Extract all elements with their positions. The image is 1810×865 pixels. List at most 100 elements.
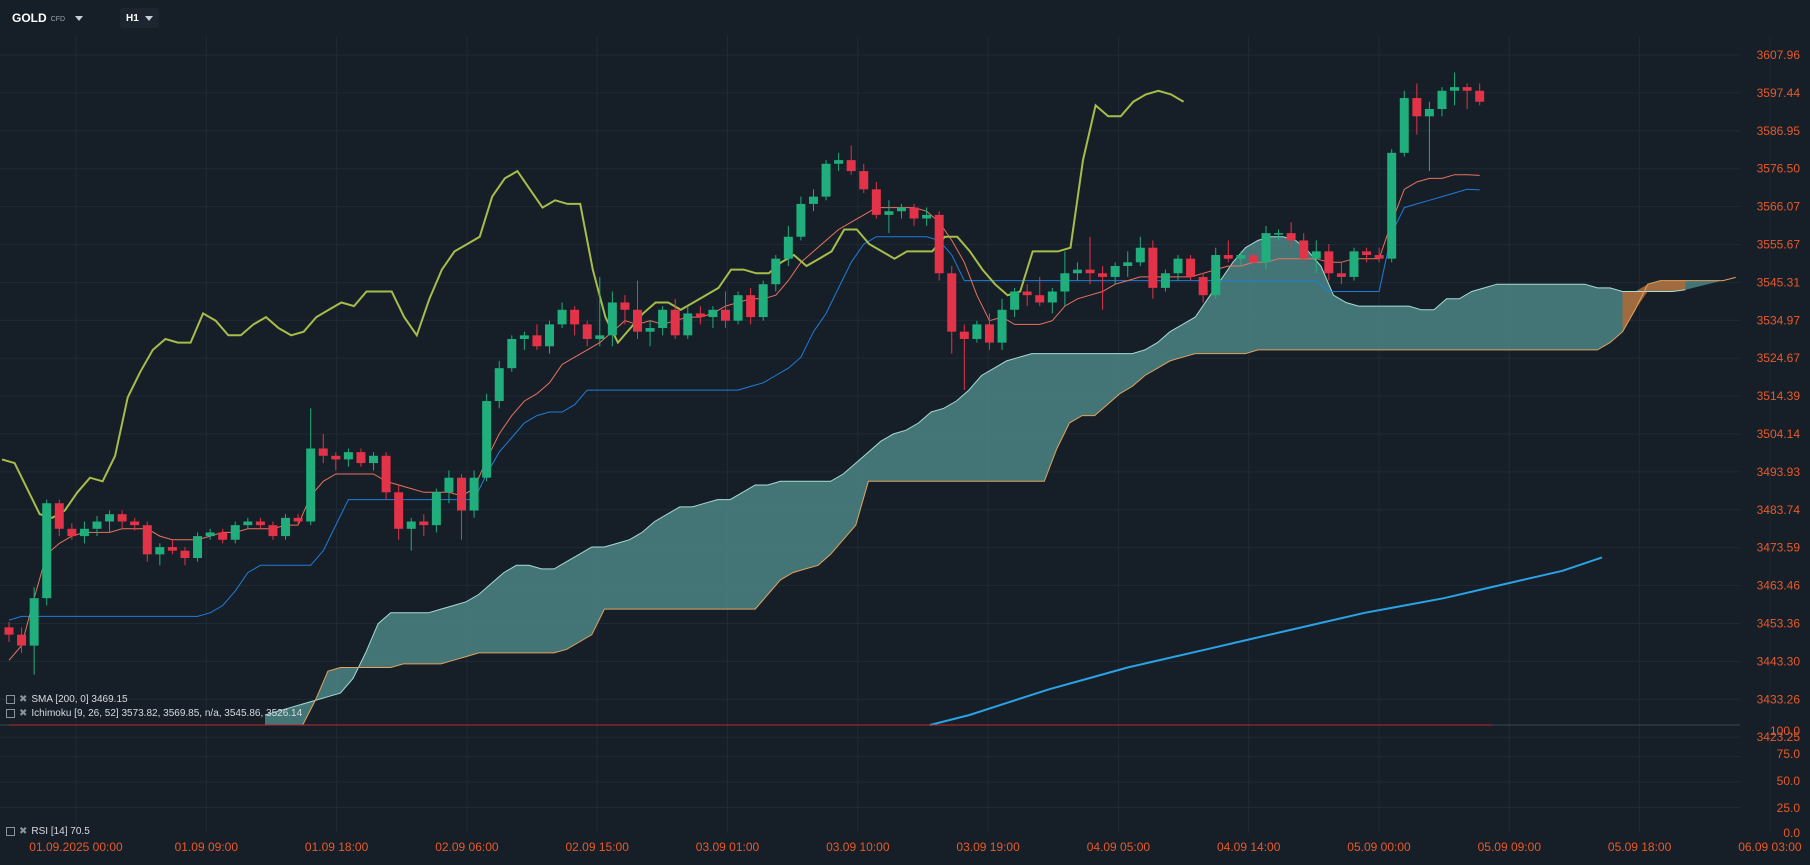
settings-icon[interactable] (6, 695, 15, 704)
series-sma (929, 556, 1603, 726)
candle-body (469, 477, 479, 511)
ichimoku-cloud (264, 236, 1736, 726)
candle-body (871, 189, 881, 215)
candle-body (884, 211, 894, 215)
price-tick-label: 3555.67 (1757, 238, 1801, 252)
candle-body (444, 477, 454, 493)
candle-body (255, 521, 265, 526)
time-tick-label: 06.09 03:00 (1738, 840, 1802, 854)
candle-body (972, 324, 982, 339)
candle-body (896, 207, 906, 212)
candle-body (947, 273, 957, 332)
series-span-a (264, 236, 1686, 716)
price-tick-label: 3433.26 (1757, 692, 1801, 706)
candle-body (1450, 87, 1460, 91)
price-tick-label: 3504.14 (1757, 427, 1801, 441)
candle-body (1198, 276, 1208, 296)
candle-body (67, 528, 77, 537)
candle-body (1299, 240, 1309, 259)
candle-body (1173, 258, 1183, 274)
price-tick-label: 3463.46 (1757, 579, 1801, 593)
candle-body (846, 160, 856, 172)
timeframe-label: H1 (126, 12, 139, 24)
series-kijun (8, 188, 1480, 621)
legend-rsi[interactable]: ✖ RSI [14] 70.5 (6, 826, 90, 837)
candle-body (532, 335, 542, 347)
candle-body (343, 452, 353, 460)
candle-body (1211, 255, 1221, 296)
candle-body (1475, 90, 1485, 102)
candle-body (582, 324, 592, 339)
price-tick-label: 3443.30 (1757, 654, 1801, 668)
candle-body (733, 295, 743, 321)
candles (4, 72, 1485, 675)
legend-ichimoku-text: Ichimoku [9, 26, 52] 3573.82, 3569.85, n… (31, 708, 303, 719)
candle-body (746, 295, 756, 318)
time-tick-label: 04.09 05:00 (1087, 840, 1151, 854)
candle-body (494, 368, 504, 402)
legend-rsi-text: RSI [14] 70.5 (31, 826, 90, 837)
candle-body (1387, 152, 1397, 259)
candle-body (54, 503, 64, 529)
candle-body (909, 207, 919, 219)
candle-body (658, 309, 668, 329)
time-tick-label: 03.09 01:00 (696, 840, 760, 854)
candle-body (796, 203, 806, 237)
candle-body (1412, 98, 1422, 117)
axis-labels: 3607.96 3597.44 3586.95 3576.50 3566.07 3555.… (29, 48, 1802, 854)
candle-body (620, 302, 630, 310)
candle-body (369, 455, 379, 464)
candle-body (92, 521, 102, 529)
time-tick-label: 01.09 18:00 (305, 840, 369, 854)
settings-icon[interactable] (6, 709, 15, 718)
settings-icon[interactable] (6, 827, 15, 836)
candle-body (1286, 233, 1296, 241)
candle-body (1186, 258, 1196, 277)
symbol-selector[interactable]: GOLD CFD (12, 8, 84, 28)
rsi-tick-label: 75.0 (1777, 747, 1801, 761)
candle-body (670, 309, 680, 336)
legend-sma[interactable]: ✖ SMA [200, 0] 3469.15 (6, 694, 128, 705)
time-tick-label: 01.09 09:00 (175, 840, 239, 854)
time-tick-label: 05.09 00:00 (1347, 840, 1411, 854)
candle-body (180, 550, 190, 558)
candle-body (167, 547, 177, 551)
close-icon[interactable]: ✖ (19, 707, 28, 719)
close-icon[interactable]: ✖ (19, 693, 28, 705)
price-tick-label: 3597.44 (1757, 86, 1801, 100)
candle-body (1462, 87, 1472, 91)
candle-body (834, 160, 844, 164)
legend-ichimoku[interactable]: ✖ Ichimoku [9, 26, 52] 3573.82, 3569.85,… (6, 708, 302, 719)
timeframe-selector[interactable]: H1 (120, 8, 159, 28)
candle-body (1060, 273, 1070, 292)
series-span-b (265, 276, 1736, 726)
time-tick-label: 05.09 18:00 (1608, 840, 1672, 854)
candle-body (406, 521, 416, 529)
candle-body (29, 598, 39, 646)
candle-body (595, 335, 605, 339)
price-tick-label: 3566.07 (1757, 200, 1801, 214)
chevron-down-icon (144, 15, 153, 21)
candle-body (394, 492, 404, 529)
candle-body (331, 455, 341, 460)
candle-body (507, 338, 517, 369)
time-tick-label: 04.09 14:00 (1217, 840, 1281, 854)
candle-body (1135, 247, 1145, 263)
candle-body (1047, 291, 1057, 303)
candle-body (545, 324, 555, 347)
candle-body (193, 536, 203, 558)
candle-body (1336, 273, 1346, 277)
rsi-tick-label: 25.0 (1777, 801, 1801, 815)
candle-body (1223, 255, 1233, 259)
candle-body (318, 448, 328, 456)
candle-body (695, 313, 705, 318)
candle-body (4, 627, 14, 635)
candle-body (243, 521, 253, 526)
candle-body (984, 324, 994, 343)
price-tick-label: 3483.74 (1757, 503, 1801, 517)
candle-body (142, 525, 152, 555)
grid-lines (0, 36, 1771, 833)
rsi-tick-label: 100.0 (1770, 724, 1800, 738)
close-icon[interactable]: ✖ (19, 825, 28, 837)
